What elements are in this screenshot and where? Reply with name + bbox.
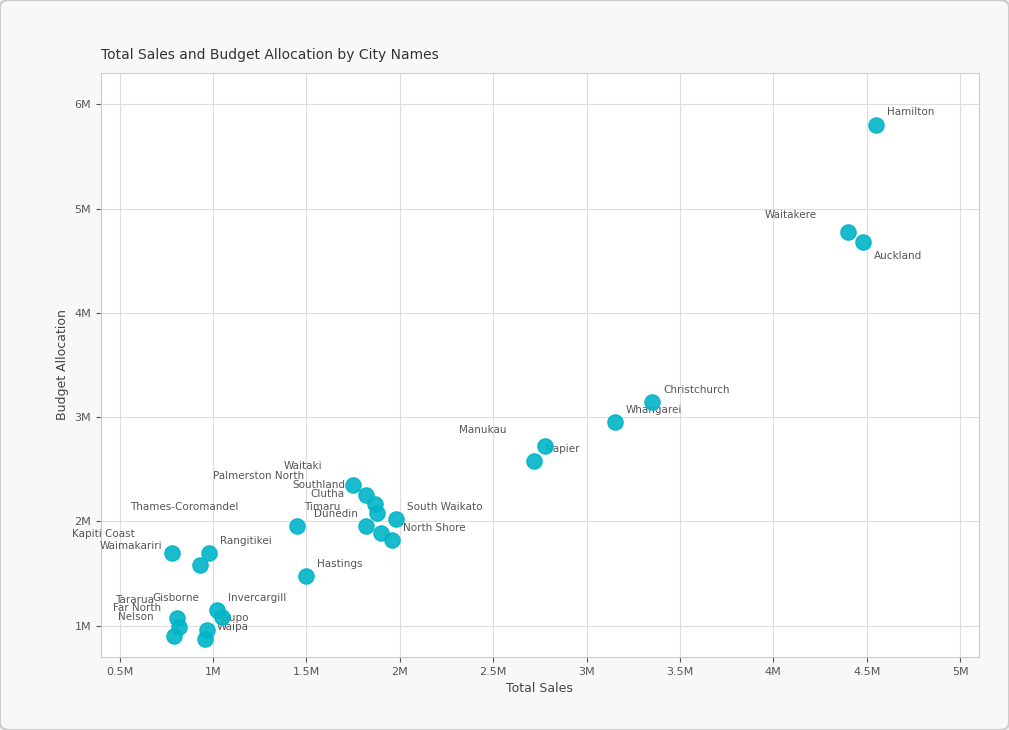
Point [192,559,208,571]
Point [165,630,182,642]
Text: Hamilton: Hamilton [887,107,934,117]
Text: Palmerston North: Palmerston North [213,472,305,482]
Text: Thames-Coromandel: Thames-Coromandel [130,502,239,512]
Point [200,624,216,636]
Text: Taupo: Taupo [219,613,249,623]
Text: Invercargill: Invercargill [228,593,287,603]
Point [209,604,225,616]
Text: Gisborne: Gisborne [152,593,200,604]
Text: Christchurch: Christchurch [663,385,730,394]
Point [358,490,374,502]
Point [384,534,401,546]
Point [538,440,554,452]
Point [606,417,623,429]
Text: South Waikato: South Waikato [407,502,482,512]
Point [367,498,383,510]
Text: Dunedin: Dunedin [315,509,358,519]
Point [163,547,180,558]
Point [289,520,305,531]
Text: Waimakariri: Waimakariri [100,542,162,551]
Text: Hastings: Hastings [318,558,363,569]
Text: Nelson: Nelson [118,612,153,622]
Point [373,527,389,539]
Point [170,612,186,624]
Point [358,520,374,531]
Text: Kapiti Coast: Kapiti Coast [72,529,134,539]
Text: Timaru: Timaru [304,502,340,512]
Point [855,236,871,247]
Text: Napier: Napier [545,444,580,454]
X-axis label: Total Sales: Total Sales [507,683,573,695]
Text: Waitaki: Waitaki [284,461,322,471]
Text: North Shore: North Shore [404,523,466,533]
Point [868,119,884,131]
Y-axis label: Budget Allocation: Budget Allocation [55,310,69,420]
Point [214,612,230,623]
Text: Clutha: Clutha [311,489,345,499]
Point [387,513,404,525]
Text: Far North: Far North [113,603,160,613]
Point [644,396,660,407]
Text: Waipa: Waipa [217,623,248,632]
Text: Waitakere: Waitakere [765,210,816,220]
Text: Manukau: Manukau [459,426,507,435]
Point [369,507,385,519]
Point [345,479,361,491]
Point [526,455,542,466]
Point [839,226,856,237]
Text: Southland: Southland [293,480,345,490]
Text: Tararua: Tararua [115,594,154,604]
Text: Whangarei: Whangarei [626,405,682,415]
Point [299,570,315,582]
Text: Rangitikei: Rangitikei [220,536,272,546]
Point [201,547,217,558]
Point [198,634,214,645]
Text: Auckland: Auckland [874,251,922,261]
Text: Total Sales and Budget Allocation by City Names: Total Sales and Budget Allocation by Cit… [101,48,439,62]
Point [172,621,188,633]
